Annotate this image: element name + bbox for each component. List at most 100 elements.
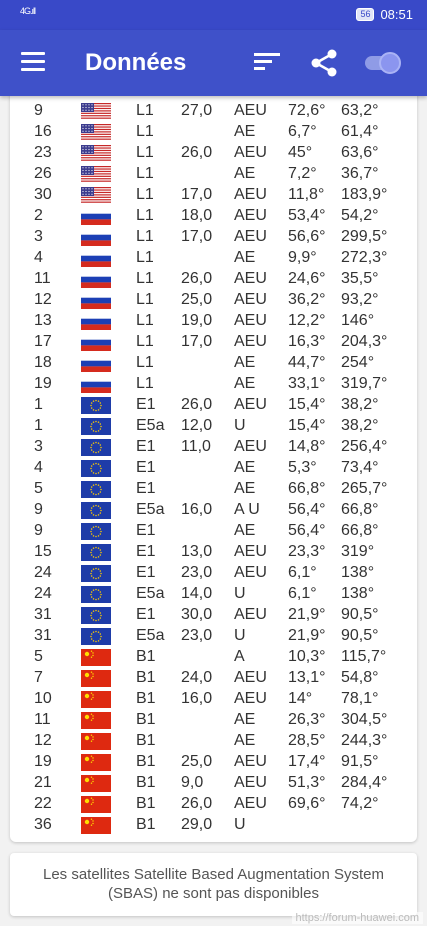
us-flag-icon: [81, 187, 111, 204]
cn0-cell: 26,0: [181, 270, 213, 287]
cn-flag-icon: [81, 712, 111, 729]
flags-cell: AEU: [234, 690, 267, 707]
share-icon[interactable]: [309, 48, 339, 78]
flag-cell: [81, 103, 111, 120]
eu-flag-icon: [81, 439, 111, 456]
band-cell: B1: [136, 816, 156, 833]
band-cell: L1: [136, 186, 154, 203]
azimuth-cell: 73,4°: [341, 459, 379, 476]
band-cell: L1: [136, 333, 154, 350]
azimuth-cell: 66,8°: [341, 522, 379, 539]
flags-cell: AE: [234, 480, 256, 497]
prn-cell: 3: [34, 438, 43, 455]
flags-cell: AE: [234, 732, 256, 749]
satellite-row: 1 E5a 12,0 U 15,4° 38,2°: [10, 416, 417, 437]
satellite-row: 11 L1 26,0 AEU 24,6° 35,5°: [10, 269, 417, 290]
azimuth-cell: 36,7°: [341, 165, 379, 182]
flag-cell: [81, 187, 111, 204]
elevation-cell: 72,6°: [288, 102, 326, 119]
flags-cell: U: [234, 816, 246, 833]
elevation-cell: 17,4°: [288, 753, 326, 770]
flag-cell: [81, 313, 111, 330]
ru-flag-icon: [81, 271, 111, 288]
band-cell: E1: [136, 438, 156, 455]
satellite-row: 7 B1 24,0 AEU 13,1° 54,8°: [10, 668, 417, 689]
prn-cell: 12: [34, 291, 52, 308]
elevation-cell: 13,1°: [288, 669, 326, 686]
prn-cell: 9: [34, 522, 43, 539]
prn-cell: 17: [34, 333, 52, 350]
elevation-cell: 56,6°: [288, 228, 326, 245]
satellite-row: 1 E1 26,0 AEU 15,4° 38,2°: [10, 395, 417, 416]
band-cell: E1: [136, 522, 156, 539]
band-cell: E5a: [136, 417, 165, 434]
elevation-cell: 15,4°: [288, 417, 326, 434]
ru-flag-icon: [81, 208, 111, 225]
eu-flag-icon: [81, 502, 111, 519]
prn-cell: 4: [34, 249, 43, 266]
eu-flag-icon: [81, 607, 111, 624]
eu-flag-icon: [81, 481, 111, 498]
band-cell: E1: [136, 564, 156, 581]
satellite-row: 4 L1 AE 9,9° 272,3°: [10, 248, 417, 269]
satellite-row: 18 L1 AE 44,7° 254°: [10, 353, 417, 374]
azimuth-cell: 204,3°: [341, 333, 388, 350]
flags-cell: AEU: [234, 753, 267, 770]
elevation-cell: 7,2°: [288, 165, 317, 182]
flag-cell: [81, 712, 111, 729]
flags-cell: AEU: [234, 774, 267, 791]
flags-cell: AEU: [234, 333, 267, 350]
satellite-row: 22 B1 26,0 AEU 69,6° 74,2°: [10, 794, 417, 815]
menu-icon[interactable]: [21, 52, 45, 72]
flags-cell: AE: [234, 522, 256, 539]
elevation-cell: 14,8°: [288, 438, 326, 455]
prn-cell: 15: [34, 543, 52, 560]
band-cell: L1: [136, 207, 154, 224]
cn0-cell: 11,0: [181, 438, 211, 455]
prn-cell: 24: [34, 585, 52, 602]
cn-flag-icon: [81, 649, 111, 666]
ru-flag-icon: [81, 292, 111, 309]
cn0-cell: 9,0: [181, 774, 204, 791]
azimuth-cell: 319,7°: [341, 375, 388, 392]
prn-cell: 22: [34, 795, 52, 812]
eu-flag-icon: [81, 460, 111, 477]
cn-flag-icon: [81, 817, 111, 834]
band-cell: L1: [136, 375, 154, 392]
flag-cell: [81, 166, 111, 183]
cn0-cell: 26,0: [181, 144, 213, 161]
satellite-row: 10 B1 16,0 AEU 14° 78,1°: [10, 689, 417, 710]
azimuth-cell: 63,6°: [341, 144, 379, 161]
cn-flag-icon: [81, 691, 111, 708]
flags-cell: AEU: [234, 228, 267, 245]
azimuth-cell: 284,4°: [341, 774, 388, 791]
prn-cell: 26: [34, 165, 52, 182]
flags-cell: AEU: [234, 606, 267, 623]
azimuth-cell: 54,2°: [341, 207, 379, 224]
flags-cell: AEU: [234, 102, 267, 119]
elevation-cell: 45°: [288, 144, 313, 161]
toggle-switch[interactable]: [365, 52, 405, 74]
cn-flag-icon: [81, 670, 111, 687]
sort-icon[interactable]: [254, 53, 280, 73]
azimuth-cell: 256,4°: [341, 438, 388, 455]
flag-cell: [81, 628, 111, 645]
prn-cell: 9: [34, 501, 43, 518]
band-cell: L1: [136, 144, 154, 161]
flag-cell: [81, 271, 111, 288]
flag-cell: [81, 565, 111, 582]
flags-cell: AE: [234, 375, 256, 392]
eu-flag-icon: [81, 418, 111, 435]
azimuth-cell: 91,5°: [341, 753, 379, 770]
elevation-cell: 21,9°: [288, 606, 326, 623]
prn-cell: 11: [34, 711, 51, 728]
flag-cell: [81, 418, 111, 435]
satellite-row: 12 L1 25,0 AEU 36,2° 93,2°: [10, 290, 417, 311]
flags-cell: AEU: [234, 438, 267, 455]
flags-cell: AE: [234, 165, 256, 182]
azimuth-cell: 115,7°: [341, 648, 387, 665]
cn0-cell: 17,0: [181, 228, 213, 245]
flags-cell: AEU: [234, 186, 267, 203]
cn0-cell: 13,0: [181, 543, 213, 560]
azimuth-cell: 304,5°: [341, 711, 388, 728]
